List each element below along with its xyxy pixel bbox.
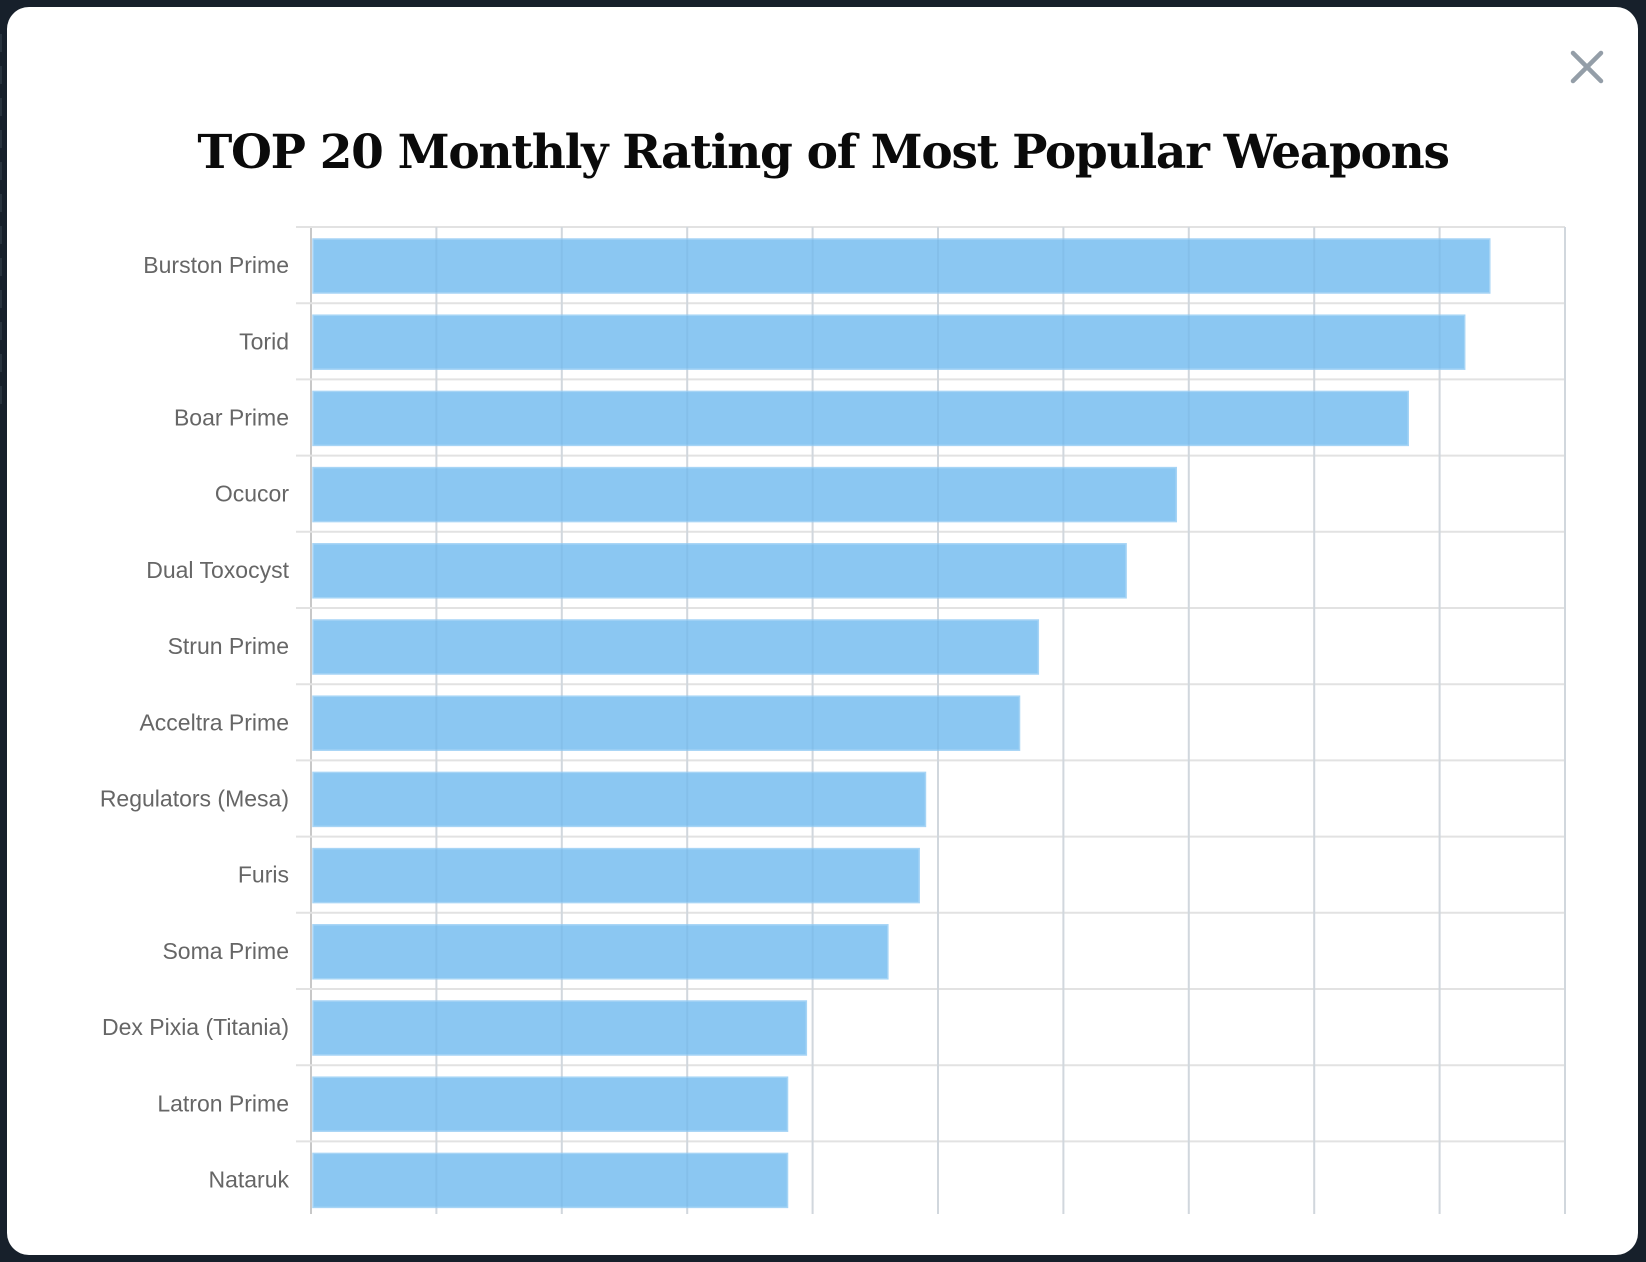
category-label: Furis [238,862,289,888]
chart-area[interactable]: Burston Prime Torid Boar Prime Ocucor Dual T… [7,7,1638,1214]
bar-regulators-mesa[interactable] [312,771,927,828]
chart-title: TOP 20 Monthly Rating of Most Popular We… [197,125,1450,180]
close-button[interactable] [1562,42,1612,92]
bar-chart: Burston Prime Torid Boar Prime Ocucor Dual T… [100,226,1566,1214]
bar-boar-prime[interactable] [312,390,1409,447]
category-label: Dual Toxocyst [146,557,289,583]
bar-burston-prime[interactable] [312,238,1491,294]
chart-modal: TOP 20 Monthly Rating of Most Popular We… [7,7,1638,1255]
bar-latron-prime[interactable] [312,1076,789,1132]
category-label: Ocucor [215,481,289,507]
category-label: Burston Prime [143,252,289,278]
bar-ocucor[interactable] [312,466,1178,523]
category-label: Boar Prime [174,405,289,431]
bar-furis[interactable] [312,847,920,904]
category-labels: Burston Prime Torid Boar Prime Ocucor Dual T… [100,252,290,1192]
category-label: Strun Prime [168,633,289,659]
bars [312,227,1566,1214]
category-label: Acceltra Prime [139,709,289,735]
category-label: Latron Prime [157,1090,289,1116]
bar-nataruk[interactable] [312,1152,789,1209]
bar-acceltra-prime[interactable] [312,695,1021,751]
category-label: Soma Prime [162,938,289,964]
background-page-text [0,20,8,460]
category-label: Nataruk [208,1167,289,1193]
bar-dex-pixia-titania[interactable] [312,1000,808,1056]
bar-torid[interactable] [312,314,1466,370]
close-icon [1570,50,1604,84]
category-label: Torid [239,328,289,354]
bar-soma-prime[interactable] [312,924,889,980]
category-label: Regulators (Mesa) [100,786,289,812]
bar-strun-prime[interactable] [312,619,1040,675]
bar-dual-toxocyst[interactable] [312,543,1127,599]
category-label: Dex Pixia (Titania) [102,1014,289,1040]
